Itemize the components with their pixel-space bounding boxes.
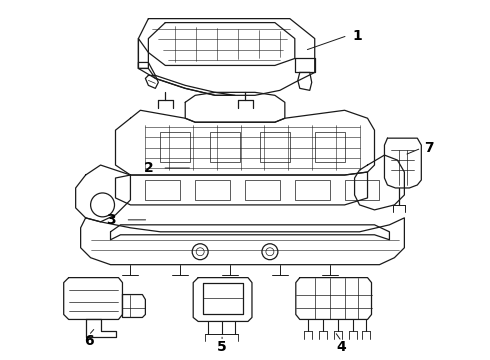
Text: 6: 6	[84, 334, 94, 348]
Polygon shape	[315, 132, 344, 162]
Polygon shape	[195, 180, 230, 200]
Polygon shape	[260, 132, 290, 162]
Polygon shape	[295, 180, 330, 200]
Text: 3: 3	[106, 213, 115, 227]
Polygon shape	[146, 180, 180, 200]
Polygon shape	[210, 132, 240, 162]
Text: 5: 5	[217, 340, 227, 354]
Text: 4: 4	[337, 340, 346, 354]
Text: 1: 1	[353, 28, 363, 42]
Polygon shape	[245, 180, 280, 200]
Polygon shape	[344, 180, 379, 200]
Text: 2: 2	[144, 161, 153, 175]
Text: 7: 7	[424, 141, 434, 155]
Polygon shape	[160, 132, 190, 162]
